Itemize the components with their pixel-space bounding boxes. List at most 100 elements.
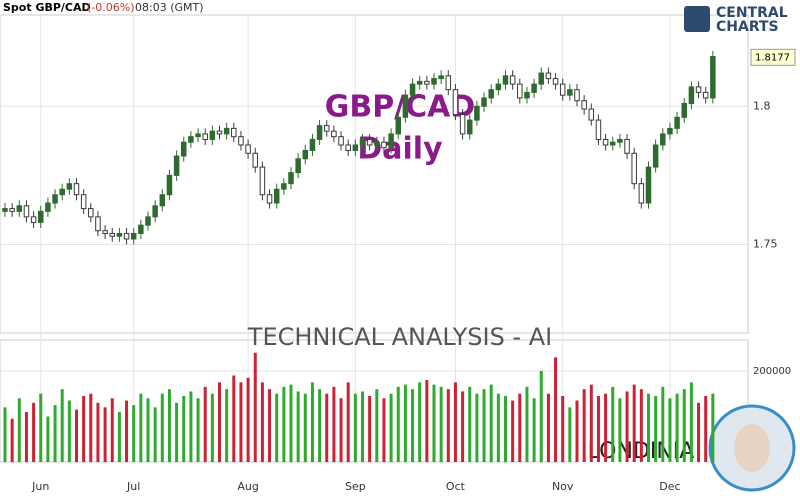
volume-bar <box>282 386 286 462</box>
volume-bar <box>668 398 672 462</box>
candle-body <box>574 89 580 102</box>
candle-body <box>409 83 416 96</box>
candle-body <box>216 130 223 135</box>
x-tick-label: Aug <box>237 480 258 493</box>
candle-body <box>209 130 216 140</box>
candle-body <box>638 183 645 204</box>
candle-body <box>173 155 180 176</box>
candle-body <box>109 232 115 237</box>
candle-body <box>324 125 330 132</box>
candle-body <box>660 133 666 146</box>
candle-body <box>302 149 309 160</box>
candle-body <box>30 216 37 223</box>
candle-body <box>595 119 602 140</box>
time: 08:03 (GMT) <box>135 1 204 14</box>
candle-body <box>345 144 351 151</box>
volume-bar <box>246 377 250 462</box>
candle-body <box>681 102 687 118</box>
volume-bar <box>418 382 422 462</box>
volume-bar <box>353 393 357 462</box>
volume-bar <box>654 395 658 462</box>
watermark-period: Daily <box>357 132 443 167</box>
volume-bar <box>389 393 393 462</box>
volume-bar <box>46 416 50 462</box>
candle-body <box>223 127 230 135</box>
candle-body <box>59 188 65 196</box>
candle-body <box>338 136 344 146</box>
volume-bar <box>210 393 214 462</box>
candle-body <box>624 138 630 154</box>
logo-text: CHARTS <box>716 19 779 35</box>
volume-bar <box>268 389 272 462</box>
candle-body <box>266 194 273 204</box>
volume-bar <box>568 407 572 462</box>
volume-bar <box>39 393 43 462</box>
candle-body <box>431 78 437 85</box>
volume-bar <box>318 389 322 462</box>
candle-body <box>695 86 702 93</box>
candle-body <box>245 144 251 154</box>
x-tick-label: Nov <box>552 480 574 493</box>
x-tick-label: Jul <box>126 480 140 493</box>
volume-bar <box>67 400 71 462</box>
volume-bar <box>17 398 21 462</box>
candle-body <box>688 86 695 104</box>
volume-bar <box>461 391 465 462</box>
volume-bar <box>96 402 100 462</box>
candle-body <box>652 144 659 168</box>
candle-body <box>617 138 623 143</box>
volume-bar <box>647 393 650 462</box>
volume-bar <box>232 375 236 462</box>
avatar-face <box>734 424 770 472</box>
volume-bar <box>253 352 257 462</box>
volume-bar <box>561 395 565 462</box>
volume-bar <box>382 398 386 462</box>
candle-body <box>524 91 530 99</box>
volume-bar <box>82 395 86 462</box>
candle-body <box>388 133 394 149</box>
logo-text: CENTRAL <box>716 5 788 21</box>
volume-bar <box>310 382 314 462</box>
candle-body <box>45 202 51 212</box>
candle-body <box>402 94 409 118</box>
candle-body <box>195 133 201 138</box>
candle-body <box>2 208 8 212</box>
volume-panel <box>0 339 749 463</box>
volume-bar <box>525 386 529 462</box>
candle-body <box>552 78 559 85</box>
candle-body <box>374 141 380 146</box>
candle-body <box>309 138 316 151</box>
volume-bar <box>675 393 679 462</box>
candle-body <box>531 83 537 93</box>
volume-bar <box>611 386 615 462</box>
volume-bar <box>496 393 500 462</box>
candle-body <box>52 194 58 204</box>
logo-icon <box>684 6 710 32</box>
candle-body <box>559 83 566 96</box>
x-tick-label: Jun <box>31 480 49 493</box>
candle-body <box>538 72 544 85</box>
candle-body <box>438 75 444 80</box>
volume-bar <box>475 393 479 462</box>
volume-bar <box>554 357 558 462</box>
candle-body <box>588 108 595 121</box>
volume-bar <box>132 405 136 462</box>
candle-body <box>102 230 108 234</box>
last-price-box <box>750 48 796 66</box>
volume-bar <box>153 407 157 462</box>
volume-bar <box>432 384 436 462</box>
volume-bar <box>325 393 329 462</box>
candle-body <box>281 183 287 190</box>
volume-bar <box>117 411 121 462</box>
volume-bar <box>160 393 164 462</box>
candle-body <box>9 208 15 212</box>
candle-body <box>38 210 44 223</box>
volume-bar <box>125 400 129 462</box>
volume-bar <box>446 389 450 462</box>
volume-bar <box>3 407 7 462</box>
volume-bar <box>639 389 643 462</box>
candle-body <box>95 216 101 232</box>
candle-body <box>602 138 609 146</box>
candle-body <box>567 89 573 96</box>
candle-body <box>645 166 652 204</box>
